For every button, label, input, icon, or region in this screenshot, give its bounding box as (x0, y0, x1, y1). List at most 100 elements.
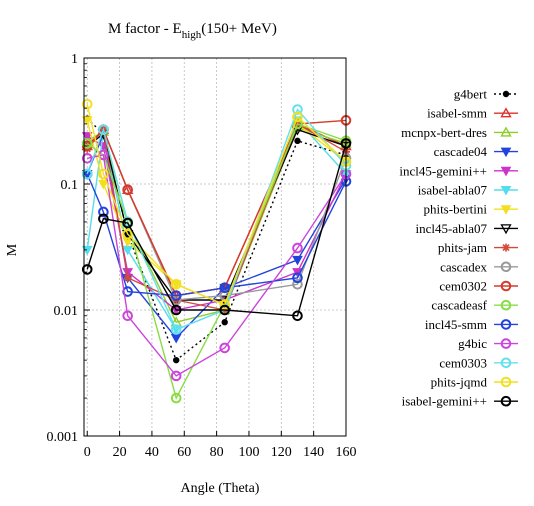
data-point (81, 132, 93, 142)
data-point (221, 319, 228, 326)
legend-label: incl45-smm (425, 317, 487, 332)
data-point (170, 278, 182, 290)
chart-title-main: M factor - E (108, 21, 182, 37)
legend-label: cascadeasf (431, 298, 487, 313)
data-point (292, 272, 303, 284)
series-line (87, 154, 347, 377)
legend-label: incl45-gemini++ (399, 163, 487, 178)
data-point (81, 245, 93, 256)
legend-marker (500, 147, 512, 158)
legend-label: isabel-smm (427, 106, 487, 121)
data-point (294, 137, 301, 145)
data-point (170, 370, 182, 382)
data-point (81, 138, 93, 149)
y-tick-label: 0.1 (61, 178, 79, 193)
data-point (219, 282, 231, 294)
legend-label: cem0303 (439, 355, 487, 370)
legend-marker (500, 338, 512, 349)
series-phits-jqmd (81, 98, 352, 311)
data-point (219, 304, 231, 316)
legend-marker (500, 376, 512, 388)
chart-title-tail: (150+ MeV) (201, 21, 277, 37)
legend-label: phits-jam (438, 240, 487, 255)
data-point (292, 278, 303, 290)
series-line (86, 173, 347, 297)
legend: g4bert isabel-smm mcnpx-bert-dres cascade04… (399, 87, 518, 409)
data-point (81, 168, 93, 180)
data-point (83, 144, 92, 153)
x-tick-label: 80 (210, 445, 224, 460)
data-point (170, 324, 182, 335)
data-point (170, 392, 182, 404)
data-point (98, 124, 109, 135)
legend-marker (500, 186, 512, 196)
legend-label: incl45-abla07 (416, 221, 488, 236)
data-point (170, 290, 182, 301)
legend-marker (500, 126, 512, 137)
data-point (81, 98, 93, 110)
data-point (98, 206, 109, 218)
data-point (219, 342, 231, 354)
x-tick-label: 120 (271, 445, 292, 460)
legend-label: cem0302 (439, 279, 487, 294)
data-point (81, 264, 93, 275)
data-point (122, 184, 133, 196)
legend-marker (502, 90, 510, 98)
x-tick-label: 60 (177, 445, 191, 460)
legend-label: cascadex (440, 259, 487, 274)
legend-label: mcnpx-bert-dres (401, 125, 487, 140)
legend-marker (500, 261, 512, 273)
legend-marker (500, 280, 512, 292)
legend-marker (500, 166, 512, 177)
legend-marker (500, 224, 512, 235)
data-point (123, 273, 132, 282)
y-tick-label: 0.01 (54, 304, 79, 319)
data-point (98, 168, 109, 180)
legend-marker (500, 205, 512, 215)
data-point (122, 310, 133, 322)
series-line (86, 143, 347, 317)
legend-marker (500, 395, 512, 407)
ticks: 0 20 40 60 80 100 120 140 160 0.001 0.01 0.1 1 (47, 52, 357, 460)
data-point (81, 152, 93, 164)
y-tick-label: 1 (71, 52, 78, 67)
legend-marker (502, 243, 510, 252)
data-point (170, 304, 182, 316)
series-layer (81, 98, 352, 404)
legend-marker (500, 357, 512, 369)
legend-label: cascade04 (434, 144, 488, 159)
data-point (219, 299, 231, 311)
data-point (122, 268, 134, 278)
x-tick-label: 0 (84, 445, 91, 460)
legend-label: g4bert (454, 87, 488, 102)
series-g4bic (81, 149, 352, 382)
y-tick-label: 0.001 (47, 430, 79, 445)
y-axis-label: M (5, 243, 20, 256)
data-point (292, 255, 303, 266)
series-line (86, 104, 347, 306)
data-point (292, 310, 303, 322)
legend-label: g4bic (458, 336, 487, 351)
x-tick-label: 20 (113, 445, 127, 460)
data-point (292, 242, 303, 254)
chart-title: M factor - Ehigh(150+ MeV) (108, 21, 277, 41)
data-point (170, 333, 182, 344)
legend-label: phits-jqmd (431, 375, 488, 390)
x-axis-label: Angle (Theta) (181, 481, 260, 496)
data-point (172, 356, 180, 364)
legend-marker (500, 319, 512, 330)
series-line (86, 108, 347, 331)
x-tick-label: 100 (238, 445, 259, 460)
series-isabel-gemini++ (81, 138, 352, 322)
data-point (98, 213, 109, 225)
data-point (292, 104, 303, 115)
legend-label: isabel-abla07 (418, 183, 488, 198)
data-point (292, 111, 303, 123)
data-point (81, 116, 93, 126)
data-point (292, 118, 303, 130)
x-tick-label: 160 (336, 445, 357, 460)
data-point (122, 228, 133, 240)
legend-marker (500, 107, 512, 118)
data-point (122, 217, 133, 229)
